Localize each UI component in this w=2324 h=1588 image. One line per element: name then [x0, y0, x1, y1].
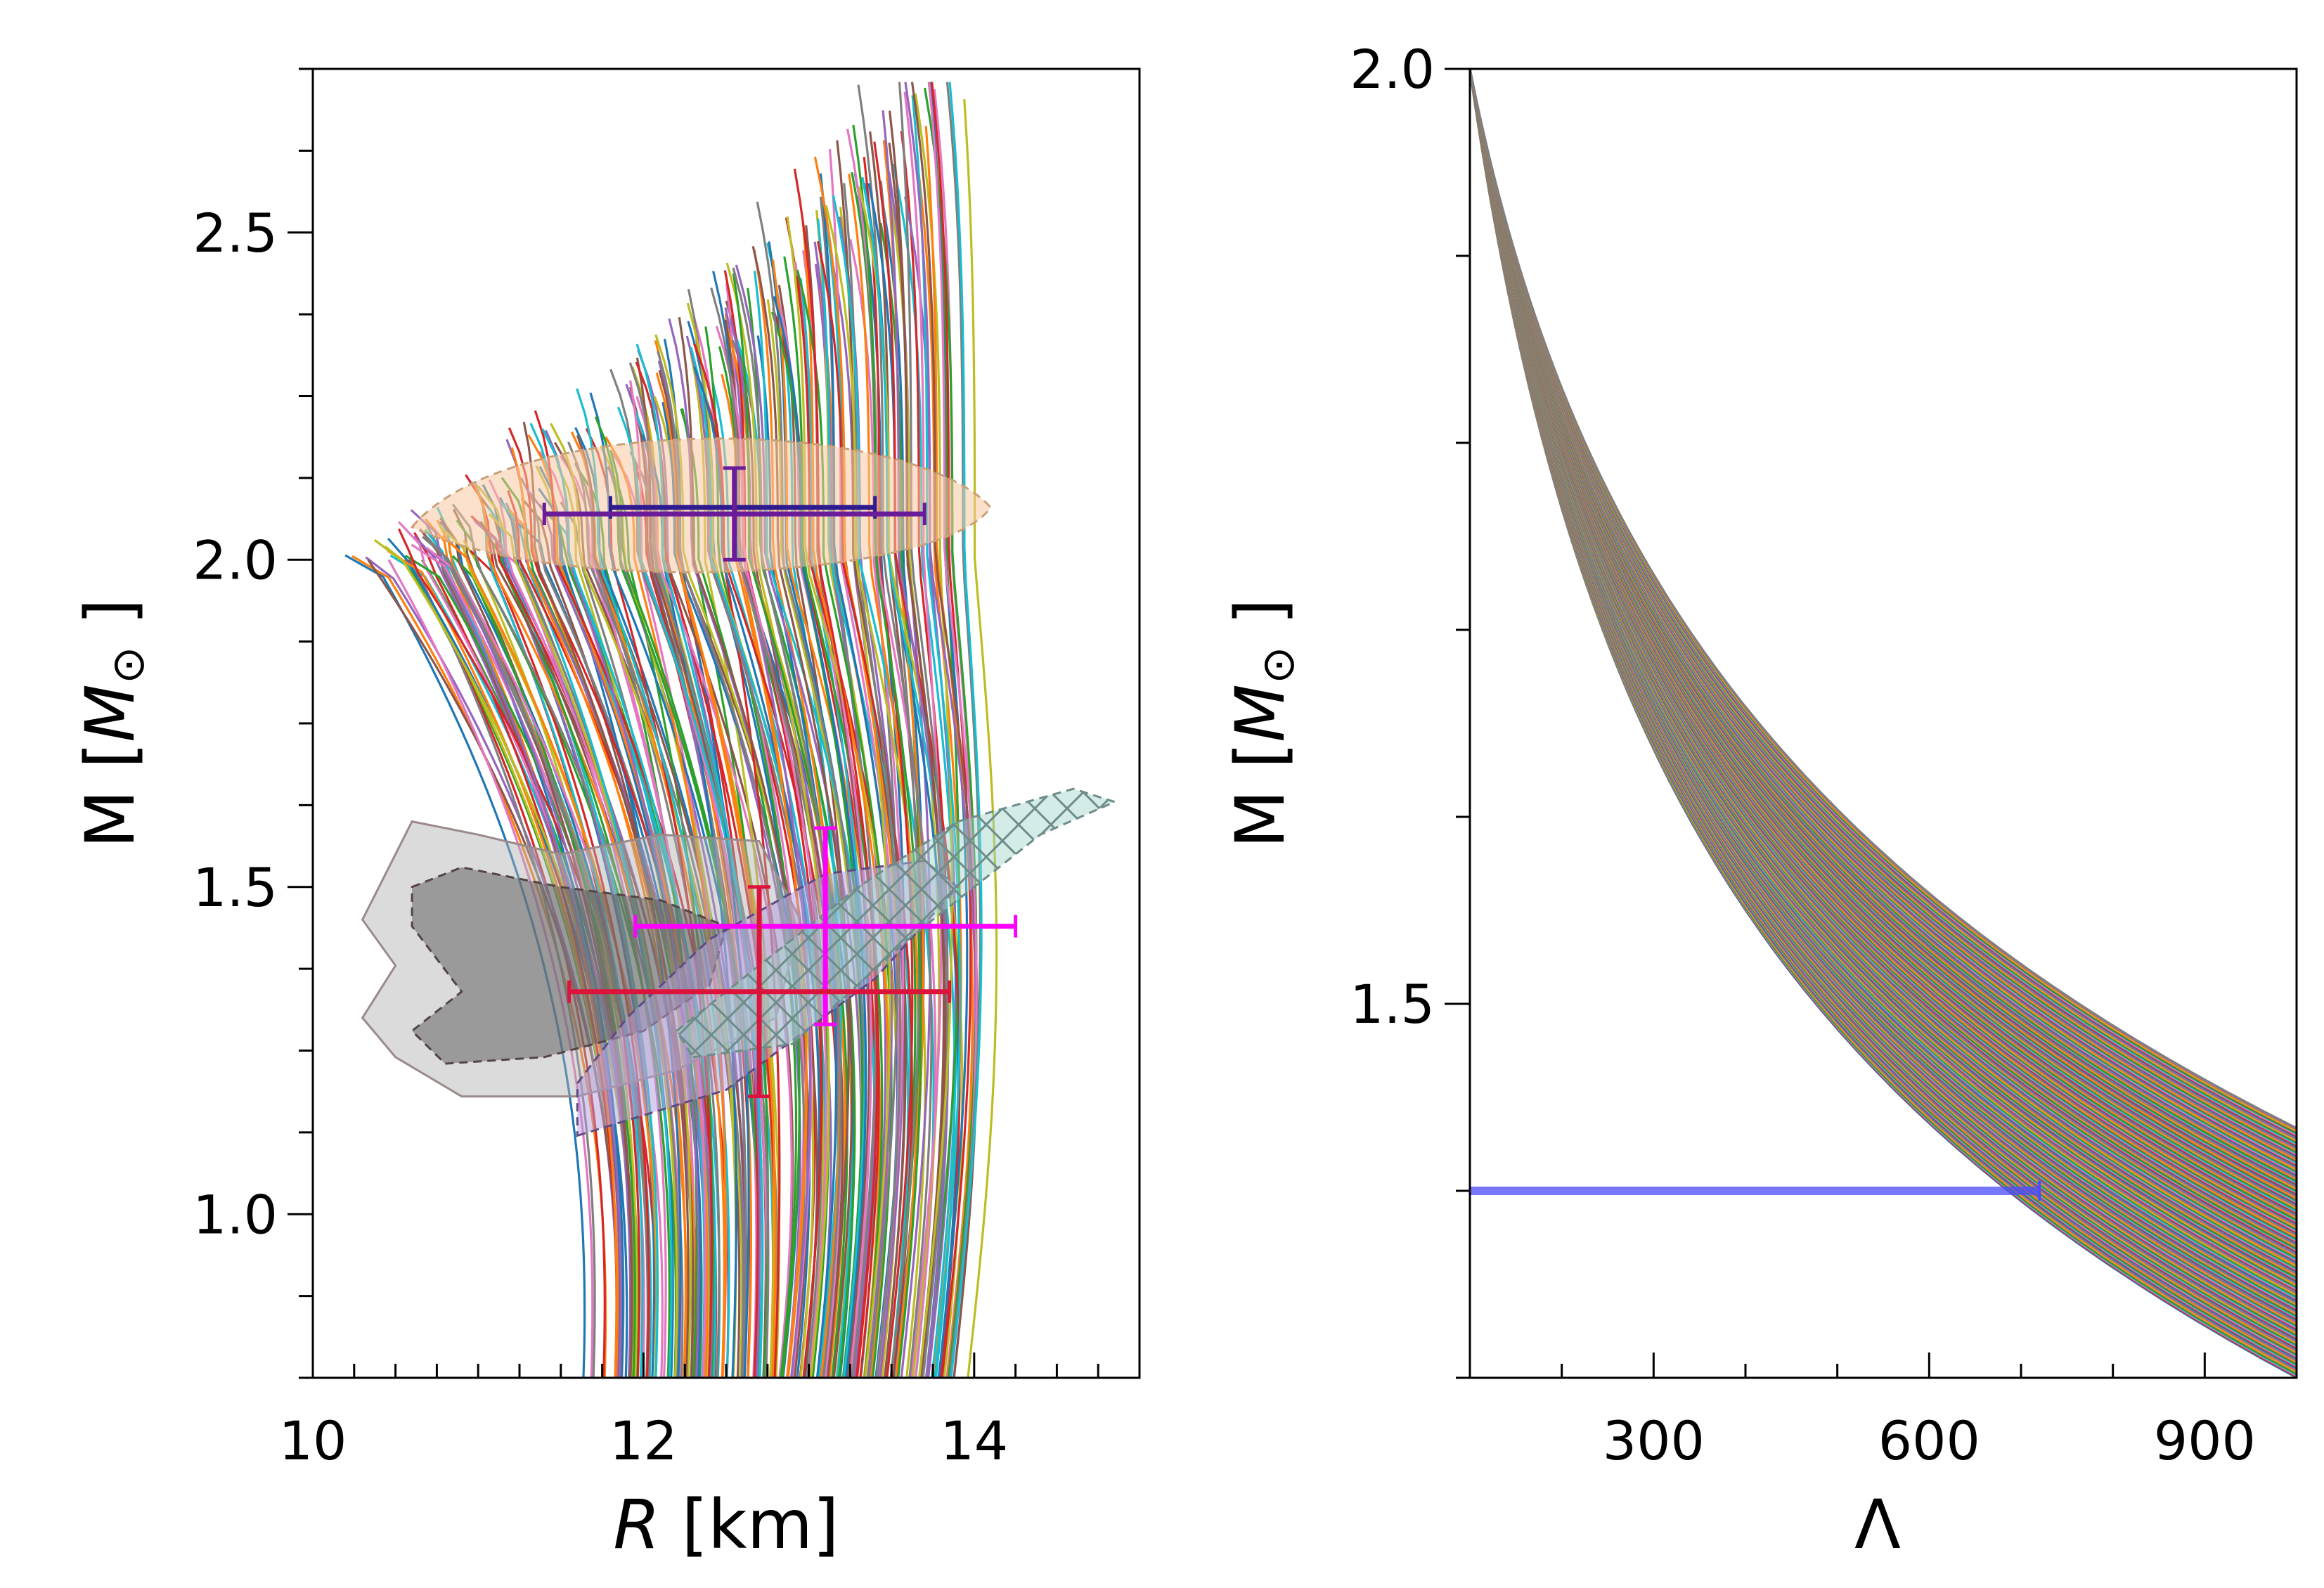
y-label-suffix-right: ] [1221, 598, 1300, 646]
mr-curve [863, 157, 914, 1378]
y-label-prefix: M [ [71, 742, 150, 848]
y-tick-label: 2.0 [193, 529, 278, 591]
mr-curve [963, 99, 998, 1378]
mr-curve [924, 87, 978, 1378]
mr-curve [903, 91, 943, 1378]
x-tick-label: 14 [940, 1409, 1008, 1472]
x-axis-label-right: Λ [1854, 1485, 1901, 1564]
error-bar-3 [567, 885, 952, 1099]
y-tick-label: 1.5 [193, 856, 278, 919]
x-axis-label-left: R [km] [613, 1485, 839, 1564]
mass-lambda-panel: 300 600 900 1.5 2.0 Λ M [M⊙ ] [1221, 38, 2298, 1564]
y-label-var: M [71, 684, 150, 742]
x-tick-label: 600 [1878, 1409, 1980, 1472]
svg-text:R [km]: R [km] [613, 1485, 839, 1564]
mr-curve [641, 434, 738, 1378]
lambda-bound [1470, 1181, 2041, 1201]
ml-curve [1470, 69, 2297, 1130]
x-tick-label: 10 [279, 1409, 347, 1472]
x-tick-label: 300 [1603, 1409, 1705, 1472]
mr-curve [911, 95, 962, 1378]
x-axis-unit: [km] [660, 1485, 839, 1564]
mr-curve [817, 218, 910, 1378]
ticks-right: 300 600 900 1.5 2.0 [1350, 38, 2298, 1472]
mr-curve [925, 82, 960, 1378]
mass-lambda-curves [1470, 69, 2297, 1378]
mr-curve [931, 82, 972, 1378]
mr-curve [898, 82, 949, 1378]
mr-curve [888, 142, 945, 1378]
y-tick-label: 1.0 [193, 1183, 278, 1246]
x-tick-label: 12 [609, 1409, 678, 1472]
y-label-sub-right: ⊙ [1253, 646, 1305, 684]
error-bar-1 [542, 466, 927, 562]
mr-curve [852, 124, 922, 1378]
y-axis-label-left: M [M⊙ ] [71, 598, 155, 848]
y-label-var-right: M [1221, 684, 1300, 742]
measurement-error-bars [542, 466, 1018, 1099]
mr-curve [836, 140, 908, 1378]
x-tick-label: 900 [2154, 1409, 2256, 1472]
mr-curve [948, 82, 983, 1378]
mr-curve [882, 110, 950, 1378]
y-tick-label: 1.5 [1350, 973, 1435, 1035]
y-label-suffix: ] [71, 598, 150, 646]
ticks-left: 10 12 14 1.0 1.5 2.0 2.5 [193, 67, 1141, 1472]
y-axis-label-right: M [M⊙ ] [1221, 598, 1305, 848]
x-axis-variable: R [613, 1485, 660, 1564]
y-tick-label: 2.5 [193, 202, 278, 264]
svg-text:M [M⊙ ]: M [M⊙ ] [71, 598, 155, 848]
y-label-sub: ⊙ [103, 646, 155, 684]
mr-curve [793, 168, 879, 1378]
mass-radius-panel: 10 12 14 1.0 1.5 2.0 2.5 R [km] M [M⊙ ] [71, 67, 1141, 1564]
svg-text:M [M⊙ ]: M [M⊙ ] [1221, 598, 1305, 848]
y-tick-label: 2.0 [1350, 38, 1435, 101]
y-label-prefix-right: M [ [1221, 742, 1300, 848]
mr-curve [945, 82, 981, 1378]
mass-radius-curves [344, 82, 998, 1378]
mr-curve [843, 183, 902, 1378]
plot-frame-right [1468, 67, 2298, 1379]
mr-curve [910, 82, 979, 1378]
